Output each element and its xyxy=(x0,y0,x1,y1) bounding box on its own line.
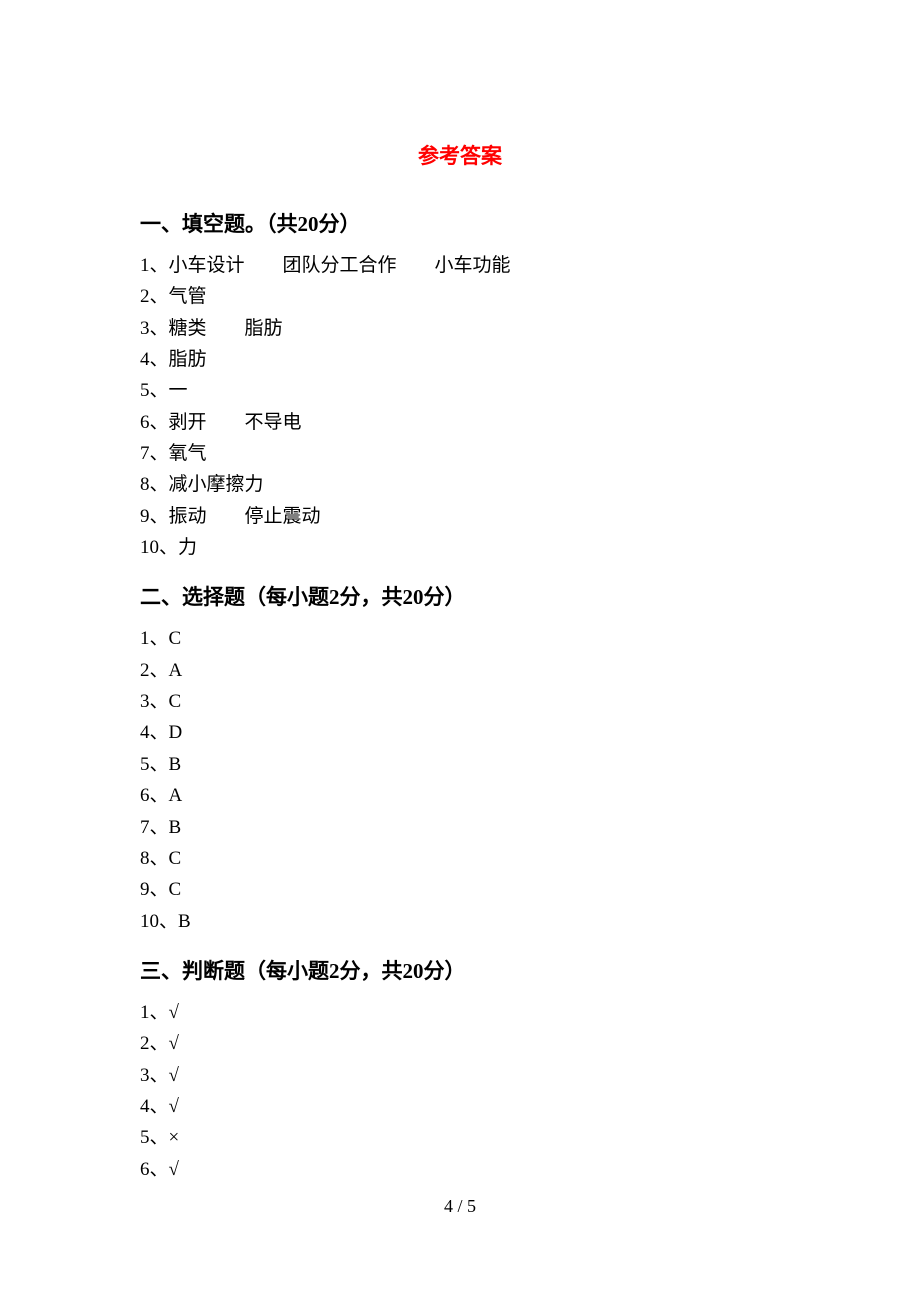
answer-item: 3、√ xyxy=(140,1060,780,1091)
page-content: 参考答案 一、填空题。（共20分） 1、小车设计 团队分工合作 小车功能 2、气… xyxy=(0,0,920,1185)
section-3-header: 三、判断题（每小题2分，共20分） xyxy=(140,955,780,985)
answer-item: 2、√ xyxy=(140,1028,780,1059)
answer-item: 10、力 xyxy=(140,532,780,563)
answer-item: 1、C xyxy=(140,623,780,654)
section-1-answers: 1、小车设计 团队分工合作 小车功能 2、气管 3、糖类 脂肪 4、脂肪 5、一… xyxy=(140,250,780,563)
answer-item: 10、B xyxy=(140,906,780,937)
answer-item: 9、振动 停止震动 xyxy=(140,501,780,532)
answer-item: 5、一 xyxy=(140,375,780,406)
answer-item: 8、减小摩擦力 xyxy=(140,469,780,500)
answer-item: 4、√ xyxy=(140,1091,780,1122)
answer-item: 6、A xyxy=(140,780,780,811)
section-2-answers: 1、C 2、A 3、C 4、D 5、B 6、A 7、B 8、C 9、C 10、B xyxy=(140,623,780,936)
answer-item: 6、剥开 不导电 xyxy=(140,407,780,438)
answer-item: 8、C xyxy=(140,843,780,874)
answer-item: 4、D xyxy=(140,717,780,748)
answer-item: 3、糖类 脂肪 xyxy=(140,313,780,344)
answer-item: 1、√ xyxy=(140,997,780,1028)
answer-item: 4、脂肪 xyxy=(140,344,780,375)
answer-item: 2、气管 xyxy=(140,281,780,312)
answer-item: 9、C xyxy=(140,874,780,905)
answer-item: 3、C xyxy=(140,686,780,717)
page-number: 4 / 5 xyxy=(0,1196,920,1217)
section-2-header: 二、选择题（每小题2分，共20分） xyxy=(140,581,780,611)
section-1-header: 一、填空题。（共20分） xyxy=(140,208,780,238)
document-title: 参考答案 xyxy=(140,140,780,170)
answer-item: 7、B xyxy=(140,812,780,843)
answer-item: 1、小车设计 团队分工合作 小车功能 xyxy=(140,250,780,281)
answer-item: 5、× xyxy=(140,1122,780,1153)
answer-item: 2、A xyxy=(140,655,780,686)
answer-item: 6、√ xyxy=(140,1154,780,1185)
section-3-answers: 1、√ 2、√ 3、√ 4、√ 5、× 6、√ xyxy=(140,997,780,1185)
answer-item: 5、B xyxy=(140,749,780,780)
answer-item: 7、氧气 xyxy=(140,438,780,469)
